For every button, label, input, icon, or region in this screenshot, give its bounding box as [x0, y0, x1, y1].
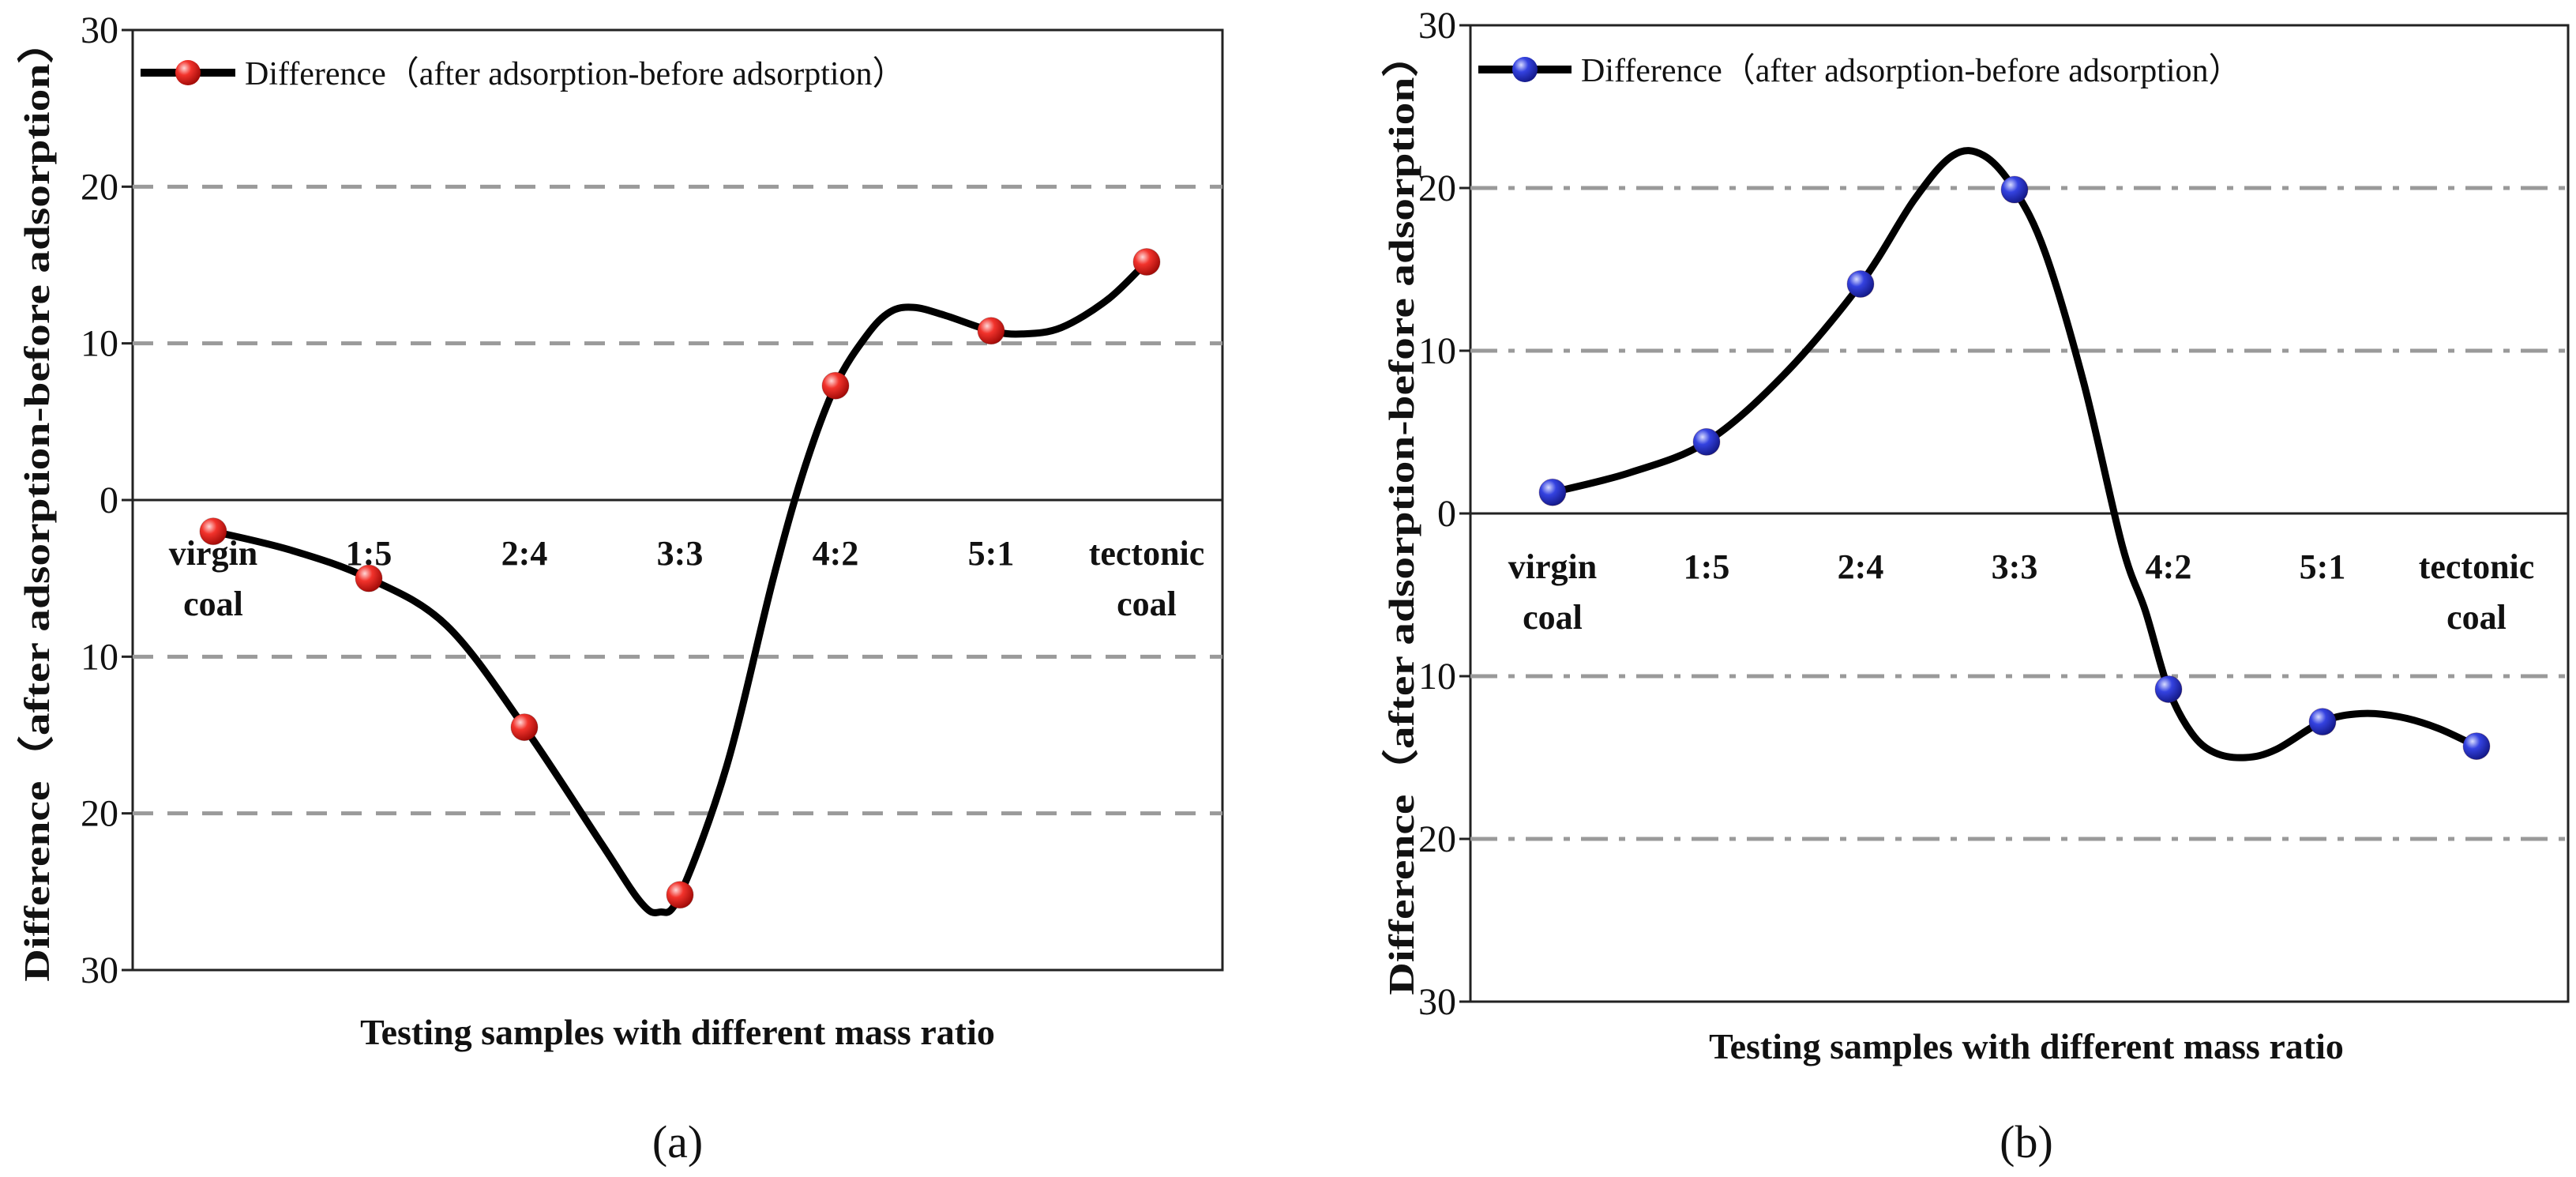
x-axis-label-b: Testing samples with different mass rati…: [1709, 1026, 2344, 1066]
x-category-label-a: 3:3: [657, 534, 704, 573]
y-tick-label-b: 0: [1437, 493, 1456, 535]
x-category-label-b: 1:5: [1684, 547, 1730, 586]
data-point-b: [1692, 427, 1721, 456]
data-point-b: [1538, 478, 1567, 506]
legend-marker-b: [1512, 57, 1538, 82]
y-tick-label-a: 30: [81, 949, 118, 991]
y-tick-label-b: 30: [1418, 5, 1456, 47]
data-point-a: [821, 371, 850, 400]
data-point-b: [1846, 270, 1875, 299]
y-tick-label-b: 20: [1418, 818, 1456, 860]
x-category-label-a: 4:2: [813, 534, 859, 573]
y-axis-label-b: Difference（after adsorption-before adsor…: [1381, 32, 1421, 995]
x-category-label-b: coal: [2446, 598, 2507, 637]
y-tick-label-a: 10: [81, 323, 118, 365]
data-point-b: [2462, 732, 2491, 761]
x-category-label-a: tectonic: [1089, 534, 1205, 573]
legend-marker-a: [175, 60, 201, 85]
x-category-label-b: 4:2: [2146, 547, 2192, 586]
y-tick-label-a: 20: [81, 166, 118, 208]
x-axis-label-a: Testing samples with different mass rati…: [360, 1012, 995, 1052]
data-point-a: [199, 517, 227, 546]
chart-panel-b: 30 20 10 0 10 20 30 virgin coal 1:5 2:4 3:3 4:2 5:1 te…: [1381, 5, 2570, 1168]
x-category-label-a: coal: [1117, 585, 1177, 623]
x-category-label-b: coal: [1523, 598, 1583, 637]
y-tick-label-a: 20: [81, 793, 118, 835]
y-tick-label-b: 20: [1418, 167, 1456, 209]
x-category-label-b: 5:1: [2300, 547, 2346, 586]
data-point-a: [666, 881, 694, 909]
y-axis-label-a: Difference（after adsorption-before adsor…: [17, 18, 57, 982]
y-tick-label-b: 30: [1418, 981, 1456, 1023]
panel-caption-b: (b): [2000, 1116, 2053, 1168]
legend-label-b: Difference（after adsorption-before adsor…: [1581, 53, 2242, 89]
data-point-a: [1132, 248, 1161, 276]
y-tick-label-b: 10: [1418, 330, 1456, 372]
x-category-label-a: 5:1: [968, 534, 1015, 573]
x-category-label-a: coal: [183, 585, 243, 623]
data-point-b: [2000, 175, 2029, 204]
y-tick-label-a: 10: [81, 636, 118, 678]
x-category-label-a: 2:4: [501, 534, 548, 573]
x-category-label-b: 3:3: [1992, 547, 2038, 586]
data-point-b: [2308, 708, 2337, 736]
y-tick-label-a: 30: [81, 9, 118, 51]
legend-label-a: Difference（after adsorption-before adsor…: [245, 56, 906, 92]
y-tick-label-a: 0: [100, 479, 118, 521]
data-point-a: [977, 317, 1005, 345]
series-line-b: [1549, 147, 2480, 761]
panel-caption-a: (a): [652, 1116, 703, 1168]
x-category-label-b: 2:4: [1838, 547, 1884, 586]
x-category-label-b: virgin: [1508, 547, 1597, 586]
y-tick-label-b: 10: [1418, 656, 1456, 698]
data-point-a: [355, 564, 383, 592]
data-point-b: [2154, 675, 2183, 703]
data-point-a: [510, 713, 539, 742]
x-category-label-b: tectonic: [2419, 547, 2535, 586]
